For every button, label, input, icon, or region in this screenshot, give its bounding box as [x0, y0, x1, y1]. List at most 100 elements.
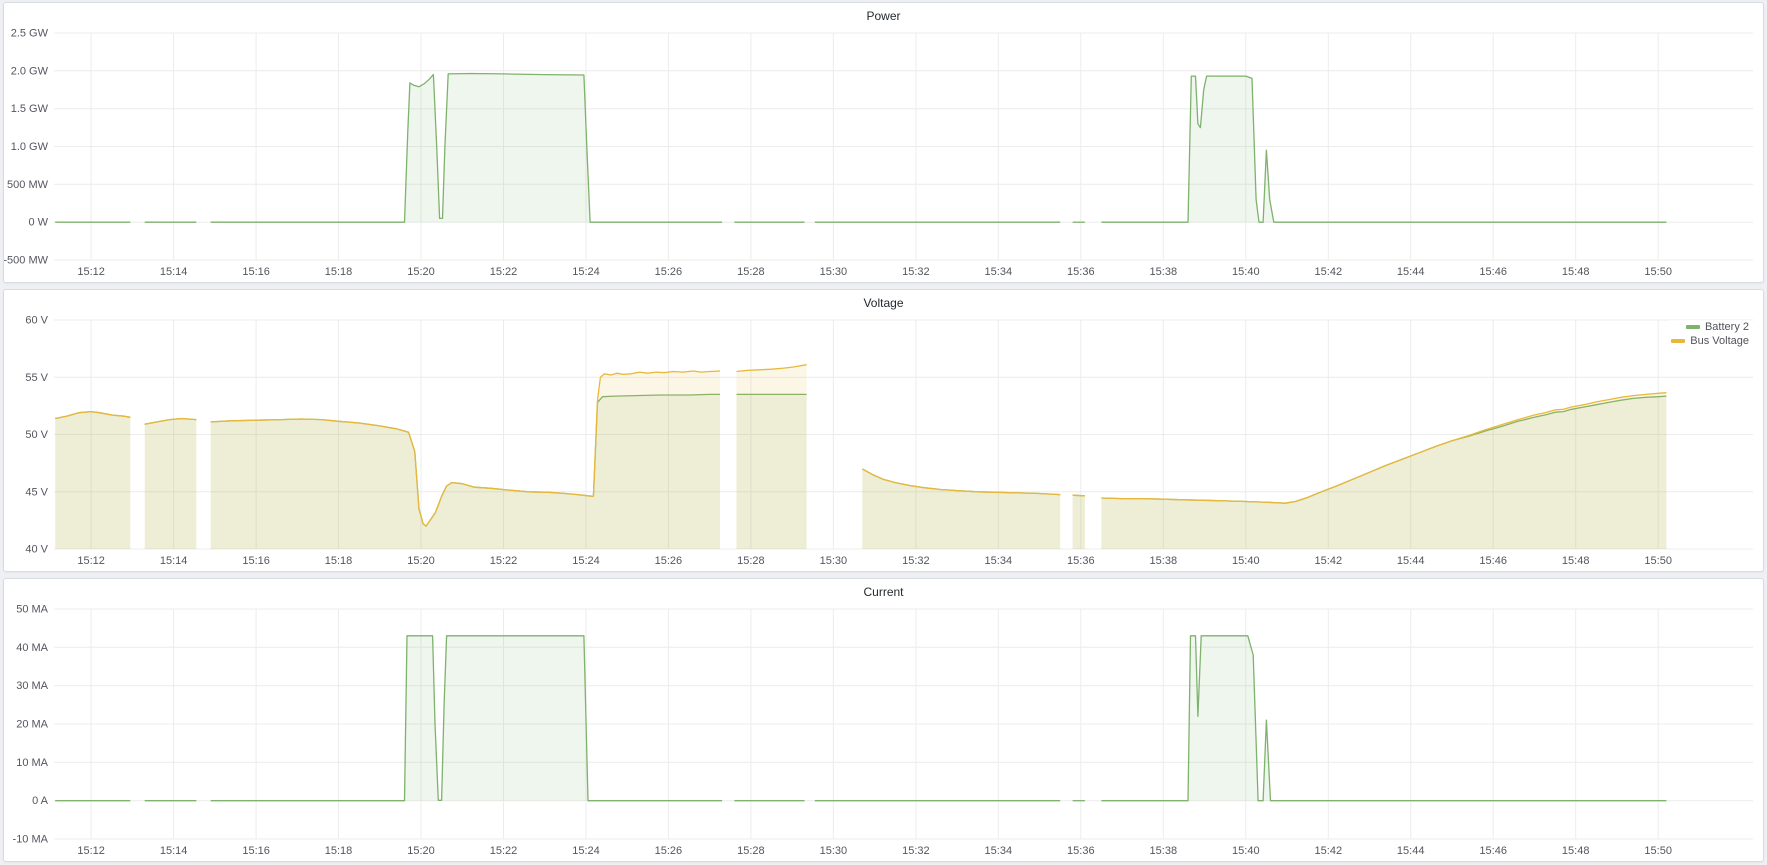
- x-tick-label: 15:24: [572, 555, 600, 567]
- legend-label-bus-voltage: Bus Voltage: [1690, 335, 1749, 347]
- x-tick-label: 15:22: [490, 845, 518, 857]
- voltage-legend: Battery 2 Bus Voltage: [1669, 320, 1751, 348]
- y-tick-label: 2.0 GW: [11, 65, 49, 77]
- panel-power: Power 15:12 15:14 15:16 15:18 15:20 15:22 15:2…: [3, 2, 1764, 283]
- x-tick-label: 15:28: [737, 845, 765, 857]
- x-tick-label: 15:32: [902, 266, 930, 278]
- x-tick-label: 15:14: [160, 266, 188, 278]
- series-battery-2: [55, 393, 1667, 549]
- y-tick-label: 500 MW: [7, 179, 49, 191]
- y-tick-label: 50 MA: [16, 605, 48, 616]
- panel-title[interactable]: Current: [863, 585, 904, 599]
- y-tick-label: 1.0 GW: [11, 141, 49, 153]
- y-tick-label: 0 W: [28, 217, 48, 229]
- x-tick-label: 15:16: [242, 845, 270, 857]
- x-tick-label: 15:28: [737, 555, 765, 567]
- x-tick-label: 15:12: [77, 266, 105, 278]
- x-tick-label: 15:30: [820, 266, 848, 278]
- x-tick-label: 15:48: [1562, 266, 1590, 278]
- x-tick-label: 15:26: [655, 266, 683, 278]
- voltage-chart[interactable]: 15:12 15:14 15:16 15:18 15:20 15:22 15:24 15:26…: [4, 316, 1763, 571]
- y-tick-label: 40 V: [25, 544, 48, 556]
- series-bus-voltage: [55, 364, 1667, 549]
- x-tick-label: 15:42: [1315, 845, 1343, 857]
- y-tick-label: 55 V: [25, 372, 48, 384]
- y-tick-label: 30 MA: [16, 680, 48, 692]
- x-tick-label: 15:32: [902, 555, 930, 567]
- legend-color-bus-voltage-icon: [1671, 339, 1686, 343]
- y-tick-label: 10 MA: [16, 757, 48, 769]
- x-tick-label: 15:34: [985, 555, 1013, 567]
- x-tick-label: 15:46: [1479, 266, 1507, 278]
- x-tick-label: 15:44: [1397, 555, 1425, 567]
- x-tick-label: 15:40: [1232, 555, 1260, 567]
- gridlines: [54, 319, 1753, 550]
- x-tick-label: 15:42: [1315, 555, 1343, 567]
- x-tick-label: 15:34: [985, 266, 1013, 278]
- y-tick-label: 2.5 GW: [11, 29, 49, 40]
- panel-title[interactable]: Voltage: [863, 296, 904, 310]
- panel-header: Current: [4, 579, 1763, 605]
- x-tick-label: 15:24: [572, 266, 600, 278]
- x-tick-label: 15:36: [1067, 266, 1095, 278]
- axis-labels: 15:12 15:14 15:16 15:18 15:20 15:22 15:24 15:26…: [25, 316, 1672, 567]
- x-tick-label: 15:48: [1562, 845, 1590, 857]
- x-tick-label: 15:40: [1232, 266, 1260, 278]
- x-tick-label: 15:40: [1232, 845, 1260, 857]
- x-tick-label: 15:26: [655, 845, 683, 857]
- x-tick-label: 15:28: [737, 266, 765, 278]
- y-tick-label: -500 MW: [4, 255, 49, 267]
- x-tick-label: 15:20: [407, 845, 435, 857]
- x-tick-label: 15:20: [407, 266, 435, 278]
- x-tick-label: 15:12: [77, 555, 105, 567]
- y-tick-label: 45 V: [25, 486, 48, 498]
- x-tick-label: 15:48: [1562, 555, 1590, 567]
- x-tick-label: 15:16: [242, 555, 270, 567]
- x-tick-label: 15:30: [820, 845, 848, 857]
- x-tick-label: 15:24: [572, 845, 600, 857]
- x-tick-label: 15:12: [77, 845, 105, 857]
- x-tick-label: 15:50: [1644, 555, 1672, 567]
- panel-header: Power: [4, 3, 1763, 29]
- gridlines: [54, 32, 1753, 261]
- x-tick-label: 15:38: [1150, 555, 1178, 567]
- x-tick-label: 15:30: [820, 555, 848, 567]
- current-chart[interactable]: 15:12 15:14 15:16 15:18 15:20 15:22 15:24 15:26…: [4, 605, 1763, 861]
- x-tick-label: 15:18: [325, 555, 353, 567]
- panel-voltage: Voltage 15:12 15:14 15:16 15:18 15:20 15:22 15…: [3, 289, 1764, 572]
- y-tick-label: 40 MA: [16, 642, 48, 654]
- y-tick-label: 1.5 GW: [11, 103, 49, 115]
- x-tick-label: 15:20: [407, 555, 435, 567]
- panel-current: Current 15:12 15:14 15:16 15:18 15:20 15:22 15…: [3, 578, 1764, 862]
- x-tick-label: 15:16: [242, 266, 270, 278]
- legend-color-battery-2-icon: [1685, 325, 1700, 329]
- panel-title[interactable]: Power: [866, 9, 901, 23]
- power-chart[interactable]: 15:12 15:14 15:16 15:18 15:20 15:22 15:24 15:26…: [4, 29, 1763, 282]
- legend-label-battery-2: Battery 2: [1704, 321, 1749, 333]
- axis-labels: 15:12 15:14 15:16 15:18 15:20 15:22 15:24 15:26…: [13, 605, 1672, 857]
- x-tick-label: 15:44: [1397, 266, 1425, 278]
- x-tick-label: 15:46: [1479, 845, 1507, 857]
- x-tick-label: 15:46: [1479, 555, 1507, 567]
- x-tick-label: 15:18: [325, 266, 353, 278]
- legend-item-bus-voltage[interactable]: Bus Voltage: [1671, 335, 1749, 347]
- y-tick-label: 0 A: [32, 795, 49, 807]
- x-tick-label: 15:32: [902, 845, 930, 857]
- y-tick-label: -10 MA: [13, 834, 49, 846]
- x-tick-label: 15:50: [1644, 266, 1672, 278]
- x-tick-label: 15:26: [655, 555, 683, 567]
- y-tick-label: 60 V: [25, 316, 48, 327]
- x-tick-label: 15:22: [490, 555, 518, 567]
- series-current: [55, 635, 1667, 802]
- gridlines: [54, 608, 1753, 840]
- x-tick-label: 15:44: [1397, 845, 1425, 857]
- x-tick-label: 15:50: [1644, 845, 1672, 857]
- x-tick-label: 15:14: [160, 845, 188, 857]
- panel-header: Voltage: [4, 290, 1763, 316]
- y-tick-label: 20 MA: [16, 719, 48, 731]
- x-tick-label: 15:38: [1150, 845, 1178, 857]
- legend-item-battery-2[interactable]: Battery 2: [1685, 321, 1749, 333]
- x-tick-label: 15:38: [1150, 266, 1178, 278]
- x-tick-label: 15:14: [160, 555, 188, 567]
